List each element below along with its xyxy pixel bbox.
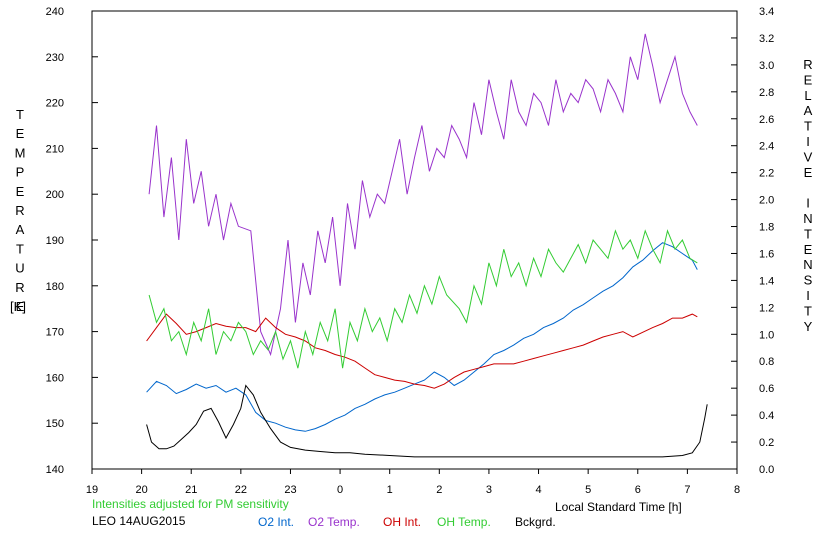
right-axis-title-letter: S bbox=[804, 273, 813, 288]
right-axis-title-letter: L bbox=[804, 88, 811, 103]
right-axis-title-letter: E bbox=[804, 242, 813, 257]
x-tick-label: 4 bbox=[535, 484, 541, 496]
y-right-tick-label: 2.2 bbox=[759, 168, 774, 180]
x-tick-label: 19 bbox=[86, 484, 98, 496]
left-axis-unit: [K] bbox=[10, 299, 26, 314]
y-left-tick-label: 240 bbox=[46, 6, 64, 18]
left-axis-title-letter: T bbox=[16, 107, 24, 122]
sensitivity-note: Intensities adjusted for PM sensitivity bbox=[92, 497, 289, 511]
left-axis-title-letter: P bbox=[16, 165, 25, 180]
legend: O2 Int. O2 Temp. OH Int. OH Temp. Bckgrd. bbox=[258, 515, 556, 529]
right-axis-title-letter: T bbox=[804, 303, 812, 318]
y-left-tick-label: 210 bbox=[46, 143, 64, 155]
right-axis-title-letter: E bbox=[804, 72, 813, 87]
series-line-4 bbox=[146, 384, 708, 458]
right-axis-title-letter: N bbox=[803, 257, 812, 272]
y-left-tick-label: 150 bbox=[46, 418, 64, 430]
right-axis-title-letter: A bbox=[804, 103, 813, 118]
left-axis-title-letter: T bbox=[16, 241, 24, 256]
legend-entry: O2 Temp. bbox=[308, 515, 360, 529]
right-axis-title-letter: V bbox=[804, 149, 813, 164]
left-axis-title-letter: E bbox=[16, 126, 25, 141]
y-left-tick-label: 170 bbox=[46, 327, 64, 339]
y-right-tick-label: 0.2 bbox=[759, 437, 774, 449]
x-tick-label: 6 bbox=[635, 484, 641, 496]
legend-entry: OH Int. bbox=[383, 515, 421, 529]
y-left-tick-label: 230 bbox=[46, 52, 64, 64]
left-axis-title-letter: E bbox=[16, 184, 25, 199]
y-right-tick-label: 2.8 bbox=[759, 87, 774, 99]
series-line-0 bbox=[146, 242, 698, 432]
y-left-tick-label: 190 bbox=[46, 235, 64, 247]
right-axis-title-letter: Y bbox=[804, 319, 813, 334]
y-left-tick-label: 160 bbox=[46, 372, 64, 384]
right-axis-title-letter: E bbox=[804, 165, 813, 180]
right-axis-title-letter: I bbox=[806, 288, 810, 303]
y-left-tick-label: 180 bbox=[46, 281, 64, 293]
y-right-tick-label: 0.6 bbox=[759, 383, 774, 395]
y-right-tick-label: 0.8 bbox=[759, 356, 774, 368]
ticks-layer bbox=[91, 10, 738, 474]
y-left-tick-label: 220 bbox=[46, 98, 64, 110]
y-left-tick-label: 140 bbox=[46, 464, 64, 476]
left-axis-title-letter: R bbox=[15, 203, 24, 218]
right-axis-title-letter: I bbox=[806, 134, 810, 149]
y-right-tick-label: 2.0 bbox=[759, 195, 774, 207]
x-tick-label: 20 bbox=[135, 484, 147, 496]
y-right-tick-label: 0.4 bbox=[759, 410, 774, 422]
left-axis-title-letter: A bbox=[16, 222, 25, 237]
y-right-tick-label: 2.4 bbox=[759, 141, 774, 153]
right-axis-title-letter: I bbox=[806, 196, 810, 211]
legend-entry: O2 Int. bbox=[258, 515, 294, 529]
x-tick-label: 7 bbox=[684, 484, 690, 496]
left-axis-title-letter: R bbox=[15, 280, 24, 295]
legend-entry: OH Temp. bbox=[437, 515, 491, 529]
y-right-tick-label: 1.8 bbox=[759, 222, 774, 234]
y-right-tick-label: 3.4 bbox=[759, 6, 774, 18]
y-left-tick-label: 200 bbox=[46, 189, 64, 201]
series-line-3 bbox=[148, 229, 698, 369]
x-tick-label: 3 bbox=[486, 484, 492, 496]
left-axis-title-letter: E bbox=[16, 299, 25, 314]
x-axis-label: Local Standard Time [h] bbox=[555, 500, 682, 514]
right-axis-title-letter: N bbox=[803, 211, 812, 226]
series-line-2 bbox=[146, 313, 698, 389]
y-right-tick-label: 1.2 bbox=[759, 302, 774, 314]
labels-layer: 19 20 21 22 23 0 1 2 3 4 5 6 7 8140150160170180190200… bbox=[15, 6, 813, 496]
y-right-tick-label: 1.4 bbox=[759, 275, 774, 287]
x-tick-label: 5 bbox=[585, 484, 591, 496]
y-right-tick-label: 3.0 bbox=[759, 60, 774, 72]
right-axis-title-letter: R bbox=[803, 57, 812, 72]
series-line-1 bbox=[148, 33, 698, 357]
x-tick-label: 23 bbox=[284, 484, 296, 496]
y-right-tick-label: 1.6 bbox=[759, 248, 774, 260]
left-axis-title-letter: U bbox=[15, 261, 24, 276]
x-tick-label: 2 bbox=[436, 484, 442, 496]
station-date-label: LEO 14AUG2015 bbox=[92, 514, 186, 528]
left-axis-title-letter: M bbox=[15, 145, 26, 160]
x-tick-label: 21 bbox=[185, 484, 197, 496]
x-tick-label: 8 bbox=[734, 484, 740, 496]
x-tick-label: 22 bbox=[235, 484, 247, 496]
y-right-tick-label: 0.0 bbox=[759, 464, 774, 476]
right-axis-title-letter: T bbox=[804, 119, 812, 134]
x-tick-label: 0 bbox=[337, 484, 343, 496]
x-tick-label: 1 bbox=[387, 484, 393, 496]
right-axis-title-letter: T bbox=[804, 226, 812, 241]
series-layer bbox=[146, 33, 708, 458]
y-right-tick-label: 3.2 bbox=[759, 33, 774, 45]
y-right-tick-label: 2.6 bbox=[759, 114, 774, 126]
legend-entry: Bckgrd. bbox=[515, 515, 556, 529]
y-right-tick-label: 1.0 bbox=[759, 329, 774, 341]
